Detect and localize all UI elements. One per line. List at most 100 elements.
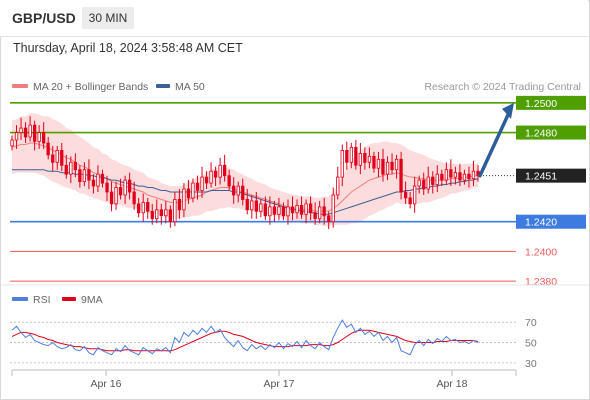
candle-body bbox=[462, 173, 467, 181]
candle-body bbox=[426, 176, 430, 190]
candle-body bbox=[118, 187, 123, 196]
candle-body bbox=[105, 182, 109, 193]
candle-body bbox=[286, 206, 290, 217]
candle-body bbox=[295, 204, 299, 214]
candle-body bbox=[435, 173, 439, 185]
candle-body bbox=[349, 146, 354, 163]
candle-body bbox=[394, 158, 399, 171]
candle-body bbox=[19, 127, 23, 134]
candle-body bbox=[87, 169, 91, 181]
candle-body bbox=[354, 146, 358, 166]
candle-body bbox=[444, 169, 449, 181]
candle-body bbox=[51, 154, 55, 163]
candle-body bbox=[440, 173, 444, 181]
legend-label-9ma: 9MA bbox=[81, 294, 103, 306]
candle-body bbox=[322, 206, 326, 217]
candle-body bbox=[390, 161, 394, 171]
candle-body bbox=[10, 139, 14, 147]
candle-body bbox=[268, 206, 272, 217]
legend-swatch-rsi bbox=[12, 297, 28, 301]
candle-body bbox=[136, 203, 141, 214]
candle-body bbox=[73, 161, 77, 171]
candle-body bbox=[14, 132, 19, 141]
price-levels bbox=[10, 102, 516, 282]
candle-body bbox=[69, 161, 73, 175]
candle-body bbox=[218, 164, 222, 178]
level-label-1.2380: 1.2380 bbox=[525, 276, 557, 288]
candle-body bbox=[168, 209, 173, 223]
chart-datetime: Thursday, April 18, 2024 3:58:48 AM CET bbox=[13, 41, 243, 55]
candle-body bbox=[146, 201, 150, 212]
level-labels: 1.2500 1.2480 1.2420 1.2400 1.2380 1.2451 bbox=[516, 95, 586, 288]
candle-body bbox=[78, 169, 82, 182]
candle-body bbox=[449, 169, 453, 178]
candle-body bbox=[363, 152, 367, 163]
candle-body bbox=[46, 142, 50, 156]
rsi-tick-70: 70 bbox=[525, 317, 537, 329]
candle-body bbox=[399, 158, 403, 193]
level-tag-1.2480 bbox=[516, 125, 586, 140]
candle-body bbox=[281, 206, 286, 217]
timeframe-button[interactable]: 30 MIN bbox=[82, 7, 134, 29]
candle-body bbox=[336, 176, 340, 196]
candles bbox=[10, 102, 514, 230]
candle-body bbox=[200, 176, 204, 191]
candle-body bbox=[467, 173, 471, 180]
chart-header: GBP/USD 30 MIN bbox=[0, 0, 588, 37]
candle-body bbox=[177, 198, 182, 211]
candle-body bbox=[403, 191, 408, 199]
candle-body bbox=[42, 132, 46, 144]
candle-body bbox=[317, 206, 322, 220]
candle-body bbox=[372, 155, 376, 169]
candle-body bbox=[100, 173, 105, 184]
candle-body bbox=[308, 203, 313, 214]
candle-body bbox=[186, 188, 191, 199]
candle-body bbox=[204, 176, 209, 184]
candle-body bbox=[150, 210, 154, 220]
level-label-1.2400: 1.2400 bbox=[525, 246, 557, 258]
candle-body bbox=[82, 169, 86, 182]
candle-body bbox=[191, 182, 195, 199]
candle-body bbox=[132, 191, 136, 205]
projection-arrow-shaft bbox=[478, 113, 510, 178]
candle-body bbox=[313, 212, 317, 220]
candle-body bbox=[23, 127, 28, 138]
time-axis-label: Apr 17 bbox=[264, 378, 295, 390]
candle-body bbox=[91, 179, 96, 187]
time-axis-label: Apr 18 bbox=[437, 378, 468, 390]
legend-label-ma20: MA 20 + Bollinger Bands bbox=[33, 81, 148, 93]
candle-body bbox=[250, 200, 254, 211]
candle-body bbox=[304, 203, 308, 215]
rsi-tick-30: 30 bbox=[525, 358, 537, 370]
candle-body bbox=[182, 188, 186, 211]
candle-body bbox=[195, 182, 200, 191]
candle-body bbox=[222, 164, 227, 177]
rsi-line bbox=[11, 319, 479, 356]
candle-body bbox=[345, 149, 349, 163]
candle-body bbox=[299, 204, 304, 215]
candle-body bbox=[213, 170, 218, 178]
candle-body bbox=[367, 155, 372, 163]
last-price-label: 1.2451 bbox=[525, 171, 557, 183]
candle-body bbox=[340, 149, 344, 178]
candle-body bbox=[358, 152, 363, 166]
candle-body bbox=[385, 161, 390, 175]
last-price-tag bbox=[516, 168, 586, 183]
bollinger-band-area bbox=[12, 113, 478, 227]
symbol-label: GBP/USD bbox=[12, 10, 76, 26]
candle-body bbox=[33, 124, 37, 142]
candle-body bbox=[471, 170, 476, 179]
candle-body bbox=[141, 201, 145, 214]
candle-body bbox=[331, 194, 335, 223]
candle-body bbox=[236, 185, 240, 196]
candle-body bbox=[37, 132, 41, 142]
candle-body bbox=[259, 203, 263, 212]
level-label-1.2500: 1.2500 bbox=[525, 98, 557, 110]
candle-body bbox=[64, 164, 68, 175]
candle-body bbox=[458, 172, 462, 181]
candle-body bbox=[164, 209, 168, 217]
time-axis: Apr 16 Apr 17 Apr 18 bbox=[11, 369, 517, 390]
candle-body bbox=[60, 149, 64, 166]
candle-body bbox=[55, 149, 59, 163]
candle-body bbox=[155, 209, 159, 220]
